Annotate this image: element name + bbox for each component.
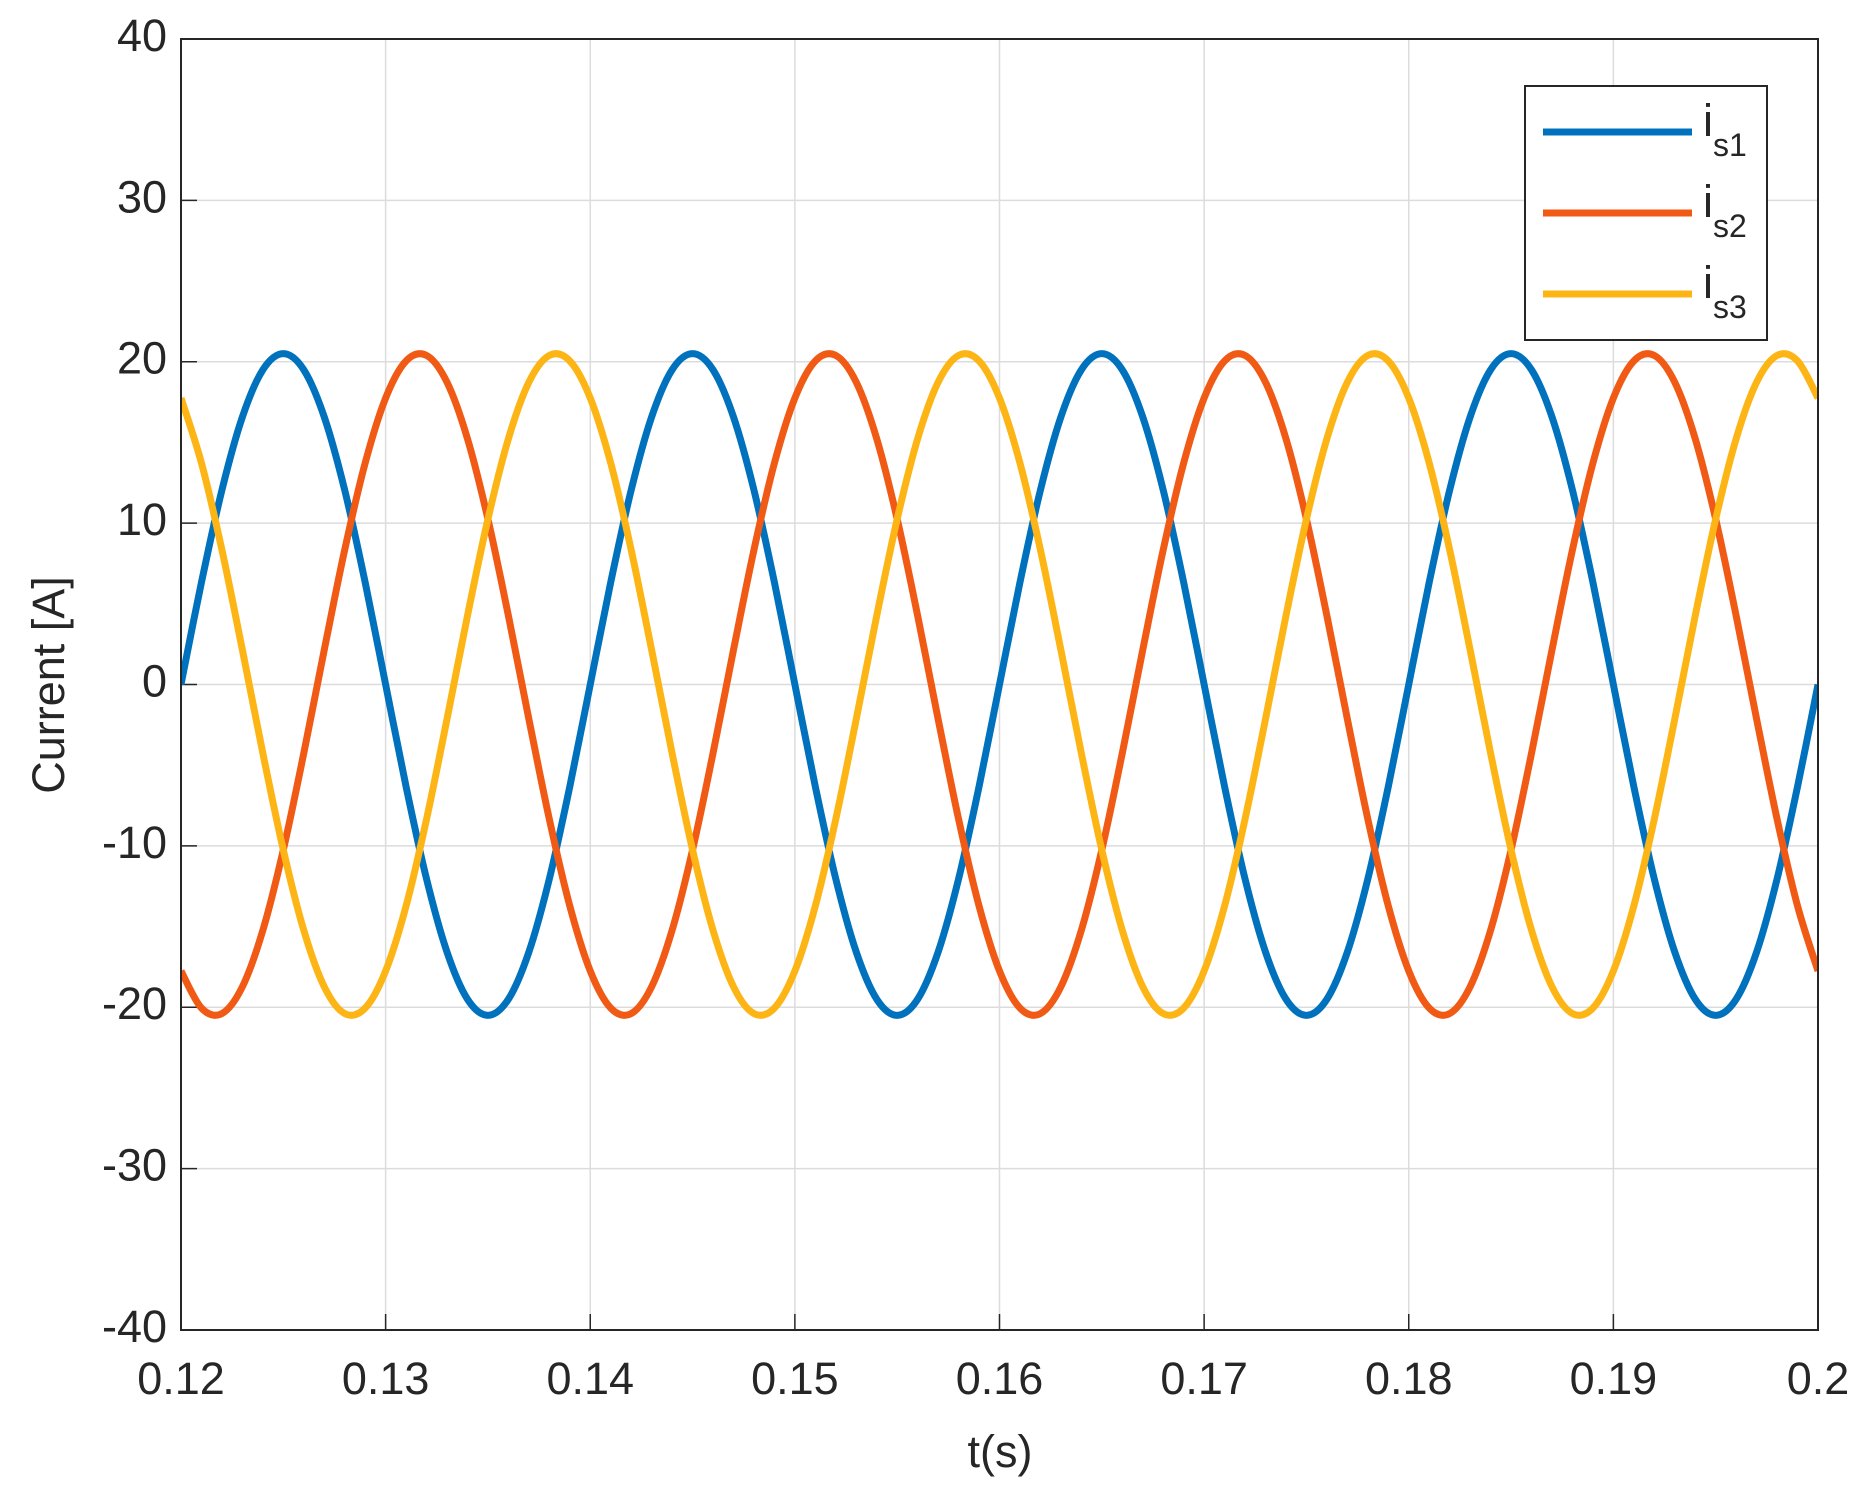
legend-label: is3 — [1703, 257, 1747, 326]
y-tick-label: -40 — [102, 1301, 167, 1352]
x-tick-label: 0.13 — [342, 1353, 430, 1404]
y-tick-label: -20 — [102, 978, 167, 1029]
series-line — [181, 350, 1818, 1019]
series-line — [181, 350, 1818, 1019]
x-tick-label: 0.12 — [137, 1353, 225, 1404]
x-tick-label: 0.19 — [1570, 1353, 1658, 1404]
x-tick-label: 0.14 — [546, 1353, 634, 1404]
x-tick-label: 0.17 — [1160, 1353, 1248, 1404]
x-axis-label: t(s) — [968, 1426, 1033, 1477]
x-tick-label: 0.18 — [1365, 1353, 1453, 1404]
plot-frame — [180, 38, 1819, 1331]
x-tick-label: 0.15 — [751, 1353, 839, 1404]
y-tick-label: 0 — [142, 655, 167, 706]
y-axis-label: Current [A] — [23, 576, 74, 794]
y-tick-label: 40 — [117, 10, 167, 61]
x-tick-label: 0.2 — [1787, 1353, 1850, 1404]
y-tick-label: 10 — [117, 494, 167, 545]
y-tick-label: 20 — [117, 333, 167, 384]
plot — [181, 350, 1818, 1019]
series-line — [181, 350, 1818, 1019]
y-tick-label: 30 — [117, 171, 167, 222]
legend-label: is2 — [1703, 176, 1747, 245]
y-tick-label: -30 — [102, 1140, 167, 1191]
legend-label: is1 — [1703, 95, 1747, 164]
y-tick-label: -10 — [102, 817, 167, 868]
x-tick-label: 0.16 — [956, 1353, 1044, 1404]
